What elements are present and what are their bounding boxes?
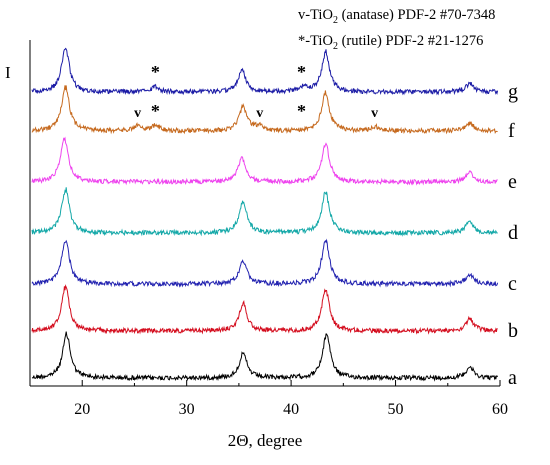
legend-subscript: 2	[332, 40, 338, 52]
curve-label-a: a	[508, 367, 517, 389]
y-axis-label: I	[5, 63, 11, 82]
peak-marker-g: *	[151, 62, 160, 82]
peak-marker-f: v	[134, 106, 141, 121]
x-tick-label: 40	[283, 401, 299, 418]
trace-f	[31, 85, 498, 135]
legend-marker: v	[298, 7, 306, 23]
trace-c	[31, 238, 499, 288]
legend-text: (rutile) PDF-2 #21-1276	[337, 33, 484, 49]
x-ticks	[29, 380, 501, 386]
traces	[31, 47, 499, 382]
trace-d	[31, 187, 498, 237]
x-axis-label: 2Θ, degree	[228, 431, 303, 450]
legend-subscript: 2	[332, 14, 338, 26]
curve-label-c: c	[508, 273, 517, 295]
x-tick-label: 60	[492, 401, 508, 418]
legend-marker: *	[298, 33, 306, 49]
trace-e	[31, 136, 498, 186]
x-tick-label: 30	[179, 401, 195, 418]
curve-label-d: d	[508, 222, 518, 244]
curve-label-f: f	[508, 120, 515, 142]
x-tick-label: 50	[388, 401, 404, 418]
curve-labels: a b c d e fg	[508, 81, 518, 389]
legend-text: (anatase) PDF-2 #70-7348	[337, 7, 496, 23]
trace-g	[31, 47, 499, 96]
legend-rutile: *-TiO2 (rutile) PDF-2 #21-1276	[298, 33, 483, 52]
legend-prefix: -TiO	[305, 7, 333, 23]
peak-marker-f: v	[256, 106, 263, 121]
peak-marker-f: *	[297, 101, 306, 121]
legend-prefix: -TiO	[305, 33, 333, 49]
peak-marker-g: *	[297, 62, 306, 82]
x-tick-label: 20	[74, 401, 90, 418]
trace-b	[31, 284, 498, 335]
peak-marker-f: v	[371, 106, 378, 121]
curve-label-g: g	[508, 81, 518, 103]
x-tick-labels: 20 30 40 50 60	[74, 401, 508, 418]
legend-anatase: v-TiO2 (anatase) PDF-2 #70-7348	[298, 7, 495, 26]
curve-label-e: e	[508, 171, 517, 193]
peak-marker-f: *	[151, 101, 160, 121]
peak-markers: v * v * v * *	[134, 62, 378, 121]
trace-a	[31, 331, 499, 382]
curve-label-b: b	[508, 320, 518, 342]
